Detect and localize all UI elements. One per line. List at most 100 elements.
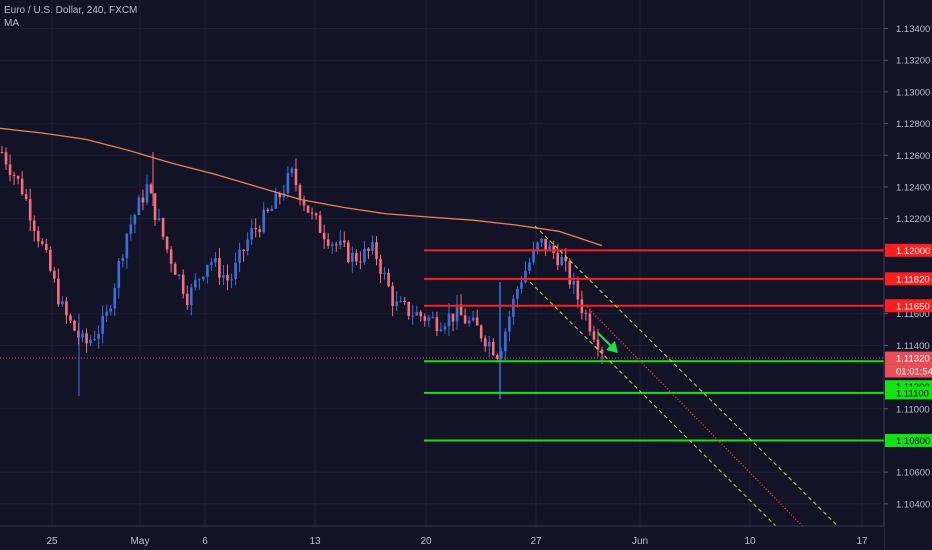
candle-body xyxy=(556,252,560,266)
candle-body xyxy=(351,252,354,262)
candle-body xyxy=(270,208,274,212)
candle-body xyxy=(443,326,447,330)
candle-body xyxy=(125,234,129,258)
candle-body xyxy=(471,317,475,321)
resistance-price-label: 1.12000 xyxy=(896,246,930,257)
time-tick-label: May xyxy=(131,536,150,547)
price-tick-label: 1.12600 xyxy=(896,151,930,162)
candle-body xyxy=(117,260,121,288)
candle-body xyxy=(455,304,459,322)
trend-arrow-head xyxy=(606,341,618,353)
candle-body xyxy=(181,274,185,294)
chart-title: Euro / U.S. Dollar, 240, FXCM xyxy=(4,5,138,16)
candle-body xyxy=(32,220,36,231)
candle-body xyxy=(57,278,60,305)
candle-body xyxy=(584,313,588,315)
time-tick-label: 27 xyxy=(530,536,542,547)
time-tick-label: 20 xyxy=(420,536,432,547)
candle-body xyxy=(560,256,564,266)
ma-line xyxy=(0,127,603,247)
candle-body xyxy=(85,333,88,344)
candle-body xyxy=(347,242,350,262)
candle-body xyxy=(141,197,145,203)
time-axis-bg xyxy=(0,526,884,550)
candle-body xyxy=(153,193,157,220)
chart-header: Euro / U.S. Dollar, 240, FXCM MA xyxy=(4,4,137,30)
candle-body xyxy=(4,152,8,165)
time-tick-label: Jun xyxy=(632,536,648,547)
candle-body xyxy=(193,280,197,288)
candle-body xyxy=(512,298,515,317)
candle-body xyxy=(435,317,439,331)
price-tick-label: 1.10600 xyxy=(896,468,930,479)
candle-body xyxy=(121,257,125,261)
candle-body xyxy=(576,280,580,300)
candle-body xyxy=(532,249,535,263)
candle-body xyxy=(210,262,213,265)
candle-body xyxy=(504,331,507,352)
candle-body xyxy=(334,244,338,246)
candle-body xyxy=(419,311,423,317)
candle-body xyxy=(439,329,443,331)
candle-body xyxy=(234,262,237,280)
candle-body xyxy=(568,261,572,285)
candle-body xyxy=(536,242,539,250)
price-tick-label: 1.13200 xyxy=(896,56,930,67)
candle-body xyxy=(246,239,249,251)
candle-body xyxy=(423,316,427,321)
time-tick-label: 6 xyxy=(202,536,208,547)
resistance-price-label-box xyxy=(885,299,932,313)
candle-body xyxy=(524,270,527,283)
candle-body xyxy=(475,317,479,326)
countdown-box xyxy=(885,364,932,378)
candle-body xyxy=(40,241,44,244)
channel-lower xyxy=(529,281,801,550)
price-tick-label: 1.13000 xyxy=(896,87,930,98)
support-price-label: 1.11100 xyxy=(896,388,929,399)
candle-body xyxy=(230,279,233,281)
current-price-label-box xyxy=(885,351,932,365)
candle-body xyxy=(238,249,241,263)
candle-body xyxy=(28,199,32,221)
candle-body xyxy=(330,244,334,246)
candle-body xyxy=(415,311,419,316)
candle-body xyxy=(391,286,394,306)
candle-body xyxy=(552,245,555,253)
channel-upper xyxy=(534,225,863,550)
candle-body xyxy=(157,218,161,220)
candle-body xyxy=(451,313,455,322)
resistance-price-label-box xyxy=(885,272,932,286)
candle-body xyxy=(36,230,40,242)
price-tick-label: 1.10400 xyxy=(896,499,930,510)
candle-body xyxy=(399,300,402,302)
candle-body xyxy=(105,311,108,316)
candle-body xyxy=(49,250,52,271)
candle-body xyxy=(145,184,149,203)
candle-body xyxy=(177,274,181,276)
candle-body xyxy=(516,288,519,299)
candle-body xyxy=(286,173,290,194)
price-tick-label: 1.13400 xyxy=(896,24,930,35)
countdown-label: 01:01:54 xyxy=(896,367,932,378)
candle-body xyxy=(359,261,362,263)
candle-body xyxy=(310,212,314,214)
candle-body xyxy=(500,351,503,359)
candle-body xyxy=(411,315,415,317)
candle-body xyxy=(483,338,487,347)
time-tick-label: 13 xyxy=(309,536,321,547)
candle-body xyxy=(431,317,435,319)
candle-body xyxy=(298,185,302,201)
candle-body xyxy=(206,264,209,277)
candle-body xyxy=(375,242,378,260)
candle-body xyxy=(44,243,48,251)
candle-body xyxy=(24,194,28,200)
candle-body xyxy=(387,272,390,287)
candle-body xyxy=(173,263,177,275)
candle-body xyxy=(254,228,257,230)
candle-body xyxy=(113,287,117,309)
candle-body xyxy=(491,342,495,356)
candle-body xyxy=(109,308,113,312)
candle-body xyxy=(588,313,592,332)
candle-body xyxy=(8,164,12,175)
